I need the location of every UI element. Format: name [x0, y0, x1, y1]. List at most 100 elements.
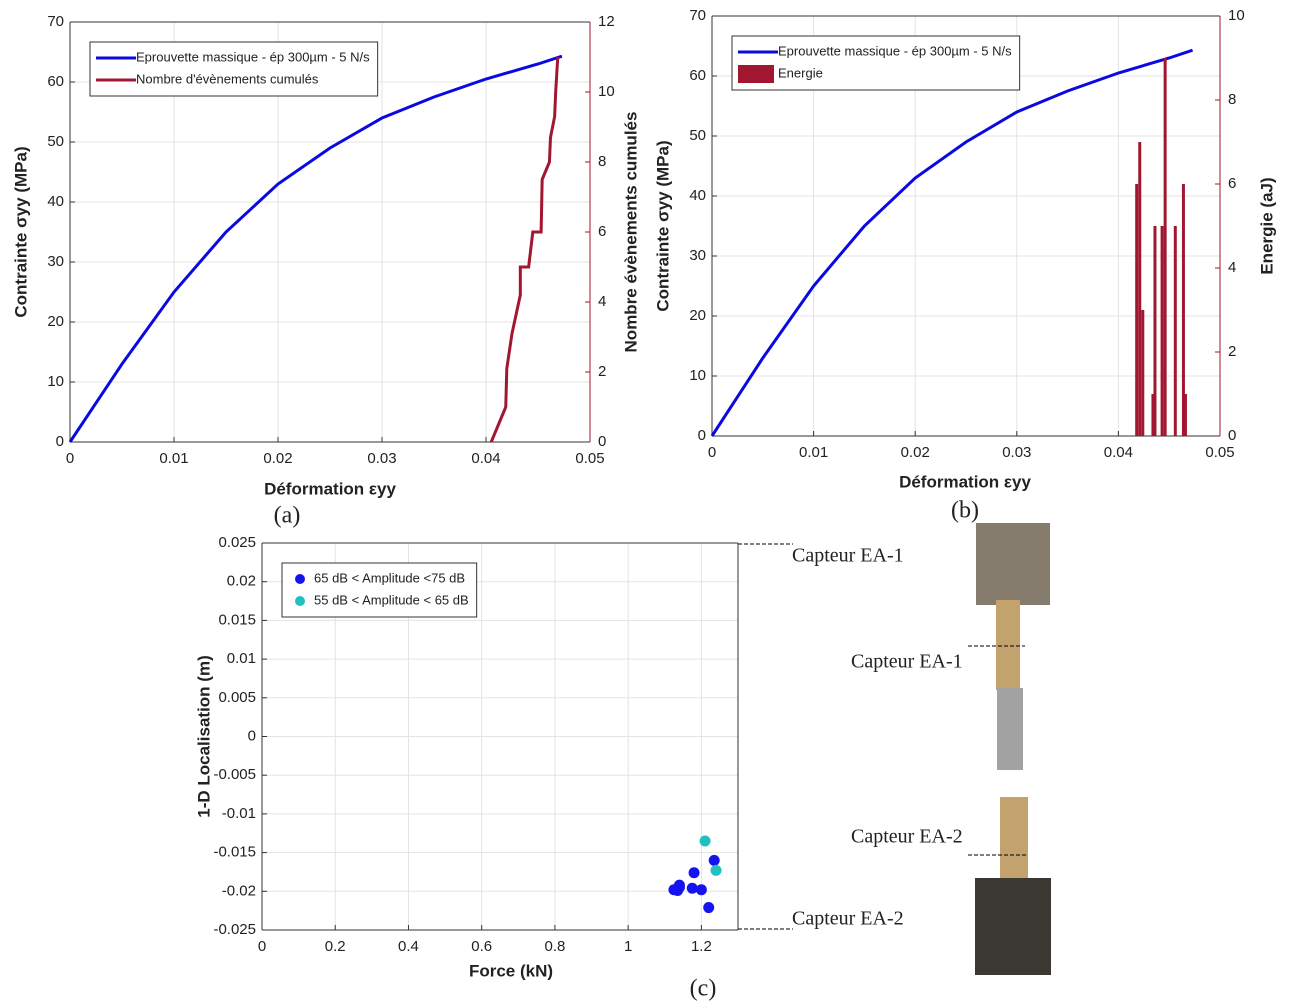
x-tick-label: 0.03	[1002, 444, 1031, 461]
y-tick-label: -0.025	[213, 921, 256, 938]
specimen-tab	[996, 600, 1020, 690]
x-tick-label: 0	[66, 450, 74, 467]
y-axis-label: 1-D Localisation (m)	[194, 655, 213, 817]
x-axis-label: Déformation εyy	[264, 479, 396, 498]
y-tick-label: 10	[47, 373, 64, 390]
y-tick-label: 20	[689, 307, 706, 324]
legend-label: 55 dB < Amplitude < 65 dB	[314, 592, 469, 607]
x-tick-label: 0.01	[159, 450, 188, 467]
y2-tick-label: 10	[598, 83, 615, 100]
y-tick-label: -0.01	[222, 805, 256, 822]
point	[673, 879, 685, 891]
annotation: Capteur EA-1	[792, 545, 904, 567]
y2-tick-label: 8	[1228, 91, 1236, 108]
annotation: Capteur EA-1	[851, 651, 963, 673]
y-tick-label: 50	[47, 133, 64, 150]
x-tick-label: 0.03	[367, 450, 396, 467]
y-tick-label: 0	[248, 727, 256, 744]
legend-box	[731, 35, 1021, 91]
x-tick-label: 0.2	[325, 938, 346, 955]
y-tick-label: 60	[689, 67, 706, 84]
x-tick-label: 0.6	[471, 938, 492, 955]
x-tick-label: 0.05	[575, 450, 604, 467]
y2-tick-label: 10	[1228, 7, 1245, 24]
x-tick-label: 1.2	[691, 938, 712, 955]
y-tick-label: 30	[689, 247, 706, 264]
y2-tick-label: 2	[598, 363, 606, 380]
y-tick-label: 10	[689, 367, 706, 384]
y-tick-label: 0.025	[218, 534, 256, 551]
y2-tick-label: 12	[598, 13, 615, 30]
y-tick-label: 70	[47, 13, 64, 30]
legend-symbol	[295, 574, 305, 584]
y2-tick-label: 4	[1228, 259, 1236, 276]
bar	[1181, 184, 1185, 436]
bar	[1135, 184, 1139, 436]
point	[695, 884, 707, 896]
y-tick-label: 0.015	[218, 611, 256, 628]
specimen-fracture	[997, 688, 1023, 770]
x-tick-label: 0.4	[398, 938, 419, 955]
legend-label: Energie	[778, 65, 823, 80]
annotation: Capteur EA-2	[792, 908, 904, 930]
bar	[1173, 226, 1177, 436]
legend-symbol	[738, 65, 774, 83]
specimen-photo	[975, 523, 1051, 975]
y-tick-label: -0.02	[222, 882, 256, 899]
x-axis-label: Force (kN)	[469, 961, 553, 980]
bar	[1153, 226, 1157, 436]
legend-symbol	[295, 596, 305, 606]
x-tick-label: 0.05	[1205, 444, 1234, 461]
legend-box	[281, 562, 478, 618]
data-line	[68, 54, 563, 443]
legend: Eprouvette massique - ép 300µm - 5 N/s En…	[731, 35, 1021, 91]
y-tick-label: -0.005	[213, 766, 256, 783]
y2-tick-label: 0	[598, 433, 606, 450]
grip-bottom	[975, 878, 1051, 975]
data-line	[489, 56, 560, 443]
legend: Eprouvette massique - ép 300µm - 5 N/s No…	[89, 41, 379, 97]
panel-label: (b)	[951, 498, 979, 524]
point	[688, 867, 700, 879]
y-axis-label: Contrainte σyy (MPa)	[11, 146, 30, 317]
grip-top	[976, 523, 1050, 605]
x-axis-label: Déformation εyy	[899, 472, 1031, 491]
y-tick-label: -0.015	[213, 844, 256, 861]
point	[703, 902, 715, 914]
y2-axis-label: Nombre évènements cumulés	[621, 112, 640, 353]
data-line	[710, 48, 1194, 437]
x-tick-label: 0.01	[799, 444, 828, 461]
y2-tick-label: 6	[598, 223, 606, 240]
bar	[1138, 142, 1142, 436]
x-tick-label: 0.02	[263, 450, 292, 467]
x-tick-label: 0.04	[471, 450, 500, 467]
y-tick-label: 40	[689, 187, 706, 204]
bar	[1163, 58, 1167, 436]
x-tick-label: 1	[624, 938, 632, 955]
y-tick-label: 50	[689, 127, 706, 144]
panel-label: (a)	[274, 503, 301, 529]
x-tick-label: 0.04	[1104, 444, 1133, 461]
bar	[1141, 310, 1145, 436]
y2-axis-label: Energie (aJ)	[1257, 177, 1276, 274]
legend: 65 dB < Amplitude <75 dB 55 dB < Amplitud…	[281, 562, 478, 618]
point	[699, 835, 711, 847]
legend-label: 65 dB < Amplitude <75 dB	[314, 570, 465, 585]
y-tick-label: 70	[689, 7, 706, 24]
y2-tick-label: 4	[598, 293, 606, 310]
point	[708, 854, 720, 866]
x-tick-label: 0.8	[544, 938, 565, 955]
bar	[1183, 394, 1187, 436]
y-tick-label: 20	[47, 313, 64, 330]
x-tick-label: 0.02	[901, 444, 930, 461]
specimen-tab	[1000, 797, 1028, 881]
legend-label: Eprouvette massique - ép 300µm - 5 N/s	[778, 43, 1012, 58]
sensor-lines	[738, 543, 1028, 930]
x-tick-label: 0	[258, 938, 266, 955]
bar	[1151, 394, 1155, 436]
legend-box	[89, 41, 379, 97]
y2-tick-label: 6	[1228, 175, 1236, 192]
y2-tick-label: 0	[1228, 427, 1236, 444]
x-tick-label: 0	[708, 444, 716, 461]
